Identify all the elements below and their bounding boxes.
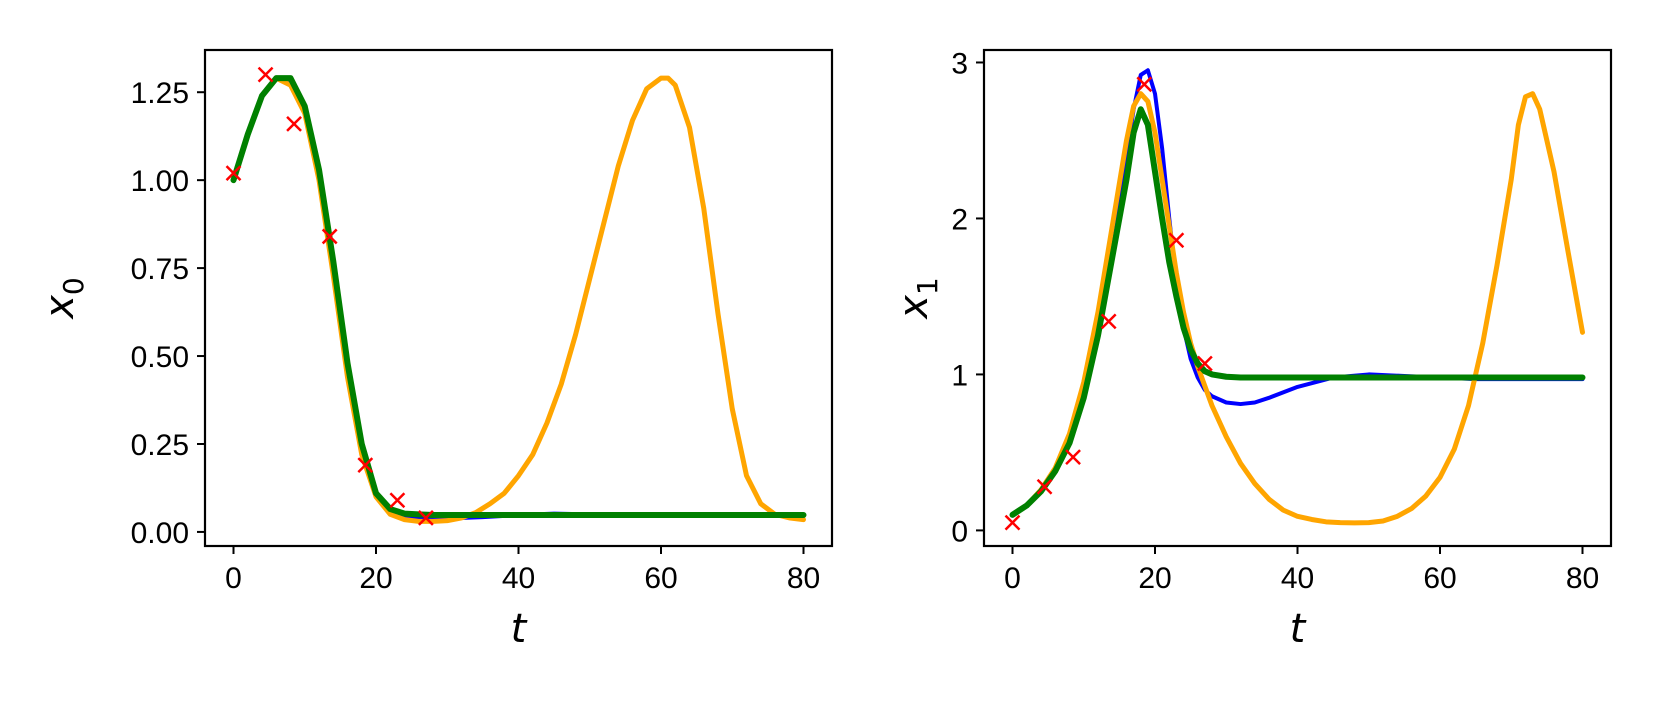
y-tick-label: 1: [951, 359, 968, 392]
data-marker: [1004, 514, 1021, 531]
y-tick-label: 0: [951, 515, 968, 548]
y-tick-label: 0.75: [131, 253, 189, 286]
x-axis-title: t: [511, 606, 528, 652]
y-axis-title: x0: [37, 277, 90, 321]
y-axis-title-main: x: [37, 295, 83, 321]
x-axis-title: t: [1290, 606, 1307, 652]
series-line-orange: [1010, 91, 1585, 526]
data-marker: [1168, 232, 1185, 249]
data-marker: [1196, 355, 1213, 372]
y-tick-label: 1.25: [131, 77, 189, 110]
data-marker: [389, 492, 406, 509]
y-tick-label: 0.50: [131, 341, 189, 374]
y-axis-title: x1: [891, 277, 944, 321]
plot-area: [1004, 68, 1586, 531]
x-tick-label: 80: [1566, 562, 1599, 595]
data-marker: [1136, 76, 1153, 93]
x-tick-label: 20: [1138, 562, 1171, 595]
plot-area: [225, 66, 807, 526]
y-tick-label: 2: [951, 203, 968, 236]
x-tick-label: 0: [225, 562, 242, 595]
x-tick-label: 40: [502, 562, 535, 595]
series-line-green: [1009, 106, 1586, 518]
y-tick-label: 0.00: [131, 517, 189, 550]
x-tick-label: 20: [359, 562, 392, 595]
x-tick-label: 60: [1423, 562, 1456, 595]
y-tick-label: 0.25: [131, 429, 189, 462]
y-tick-label: 3: [951, 47, 968, 80]
y-axis-title-main: x: [891, 295, 937, 321]
data-marker: [321, 228, 338, 245]
data-marker: [225, 165, 242, 182]
data-marker: [286, 115, 302, 132]
series-line-green: [230, 75, 807, 519]
data-marker: [1036, 478, 1053, 495]
x-tick-label: 60: [644, 562, 677, 595]
data-marker: [257, 66, 274, 83]
series-line-orange: [231, 75, 806, 524]
series-line-blue: [1010, 68, 1585, 517]
y-axis-title-subscript: 0: [57, 277, 90, 295]
x-tick-label: 40: [1281, 562, 1314, 595]
data-marker: [417, 509, 434, 526]
data-marker: [1065, 449, 1081, 465]
y-axis-title-subscript: 1: [911, 277, 944, 295]
x-tick-label: 0: [1004, 562, 1021, 595]
data-marker: [357, 457, 374, 473]
x-tick-label: 80: [787, 562, 820, 595]
data-marker: [1100, 313, 1117, 330]
y-tick-label: 1.00: [131, 165, 189, 198]
